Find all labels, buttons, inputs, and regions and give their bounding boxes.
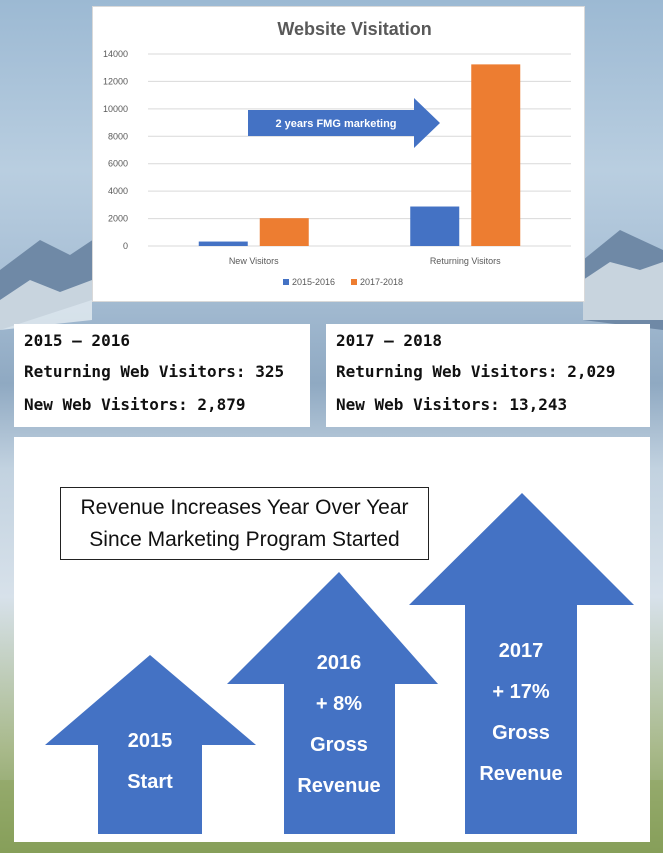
y-tick-label: 2000 [108, 214, 128, 224]
stats-2017-returning: Returning Web Visitors: 2,029 [336, 362, 616, 381]
arrow-2017-label: 2017 + 17% Gross Revenue [465, 631, 577, 795]
arrow-2015-label: 2015 Start [100, 721, 200, 803]
annotation-arrow [248, 98, 440, 148]
revenue-arrows [45, 493, 634, 834]
arrow-2016-revenue: Revenue [297, 775, 381, 797]
stats-2015-returning: Returning Web Visitors: 325 [24, 362, 285, 381]
revenue-title-line2: Since Marketing Program Started [89, 528, 400, 551]
y-tick-label: 6000 [108, 159, 128, 169]
stats-2017-heading: 2017 – 2018 [336, 331, 442, 350]
y-tick-label: 4000 [108, 186, 128, 196]
stats-2015-new: New Web Visitors: 2,879 [24, 395, 246, 414]
stats-2017-2018-card: 2017 – 2018 Returning Web Visitors: 2,02… [326, 324, 650, 427]
stats-2015-heading: 2015 – 2016 [24, 331, 130, 350]
bar-2015-2016-new-visitors [198, 241, 248, 246]
arrow-2017-percent: + 17% [492, 681, 550, 703]
arrow-2016-gross: Gross [310, 734, 368, 756]
arrow-2017 [409, 493, 634, 834]
bar-2017-2018-returning-visitors [471, 64, 521, 246]
revenue-title-box: Revenue Increases Year Over Year Since M… [60, 487, 429, 560]
y-tick-label: 8000 [108, 131, 128, 141]
arrow-2015 [45, 655, 256, 834]
revenue-panel: Revenue Increases Year Over Year Since M… [14, 437, 650, 842]
y-tick-label: 0 [123, 241, 128, 251]
arrow-2016 [227, 572, 438, 834]
stats-2017-new: New Web Visitors: 13,243 [336, 395, 568, 414]
chart-canvas: Website Visitation 0 2000 4000 6000 8000 10000… [103, 19, 571, 287]
legend-label-2015-2016: 2015-2016 [292, 277, 335, 287]
x-tick-label: Returning Visitors [430, 256, 501, 266]
arrow-2017-revenue: Revenue [479, 763, 563, 785]
arrow-2017-gross: Gross [492, 722, 550, 744]
arrow-2016-year: 2016 [316, 652, 362, 674]
arrow-2016-percent: + 8% [315, 693, 363, 715]
chart-title: Website Visitation [277, 19, 431, 39]
legend-swatch-2017-2018 [351, 279, 357, 285]
y-tick-label: 10000 [103, 104, 128, 114]
x-tick-label: New Visitors [229, 256, 279, 266]
arrow-2015-year: 2015 [127, 730, 173, 752]
y-tick-label: 12000 [103, 76, 128, 86]
y-tick-label: 14000 [103, 49, 128, 59]
legend-swatch-2015-2016 [283, 279, 289, 285]
arrow-2015-caption: Start [127, 771, 173, 793]
bar-2017-2018-new-visitors [259, 218, 309, 246]
stats-2015-2016-card: 2015 – 2016 Returning Web Visitors: 325 … [14, 324, 310, 427]
arrow-2016-label: 2016 + 8% Gross Revenue [284, 643, 394, 807]
legend-label-2017-2018: 2017-2018 [360, 277, 403, 287]
arrow-2017-year: 2017 [498, 640, 544, 662]
annotation-label: 2 years FMG marketing [275, 118, 396, 130]
revenue-title-line1: Revenue Increases Year Over Year [80, 496, 409, 519]
bar-2015-2016-returning-visitors [410, 206, 460, 246]
website-visitation-chart: Website Visitation 0 2000 4000 6000 8000 10000… [92, 6, 585, 302]
